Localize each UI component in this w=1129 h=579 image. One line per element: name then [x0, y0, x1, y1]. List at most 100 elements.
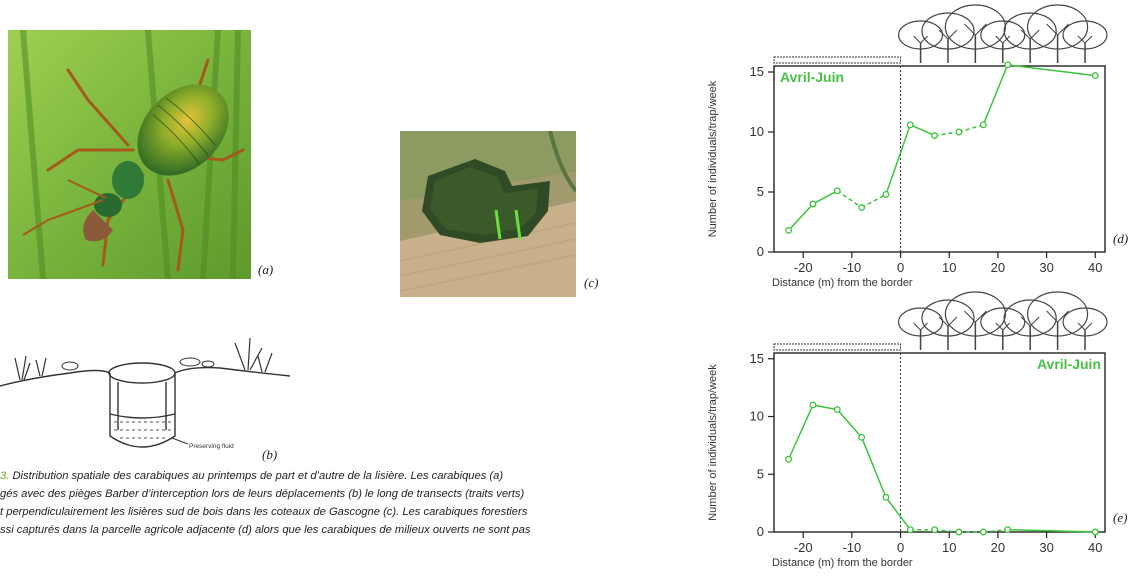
figure-number: 3. — [0, 470, 10, 482]
series-segment — [909, 124, 935, 137]
grass-strip — [773, 343, 902, 351]
y-tick-label: 5 — [757, 184, 764, 199]
panel-label-a: (a) — [258, 262, 274, 277]
data-point — [931, 526, 939, 534]
tree-branch — [995, 322, 1011, 331]
x-tick-label: 40 — [1088, 540, 1102, 555]
plot-frame — [773, 352, 1106, 533]
x-tick-label: 10 — [942, 260, 956, 275]
data-point — [955, 528, 963, 536]
chart-d: 0 5 10 15 -20 -10 0 10 20 30 40 Distance (m) from t… — [700, 0, 1129, 290]
tree-crown — [1062, 20, 1108, 50]
caption-line-2: gés avec des pièges Barber d’interceptio… — [0, 488, 525, 500]
y-tick-label: 0 — [757, 524, 764, 539]
tree-branch — [964, 310, 987, 323]
chart-d-svg: 0 5 10 15 -20 -10 0 10 20 30 40 Distance (m) from t… — [707, 4, 1128, 289]
data-point — [809, 200, 817, 208]
plot-frame — [773, 65, 1106, 253]
x-tick-label: 0 — [897, 540, 904, 555]
series-segment — [788, 203, 814, 231]
aerial-photo — [399, 130, 578, 297]
data-point — [979, 121, 987, 129]
pitfall-trap-diagram: Preserving fluid — [0, 318, 291, 468]
caption-line-3: t perpendiculairement les lisières sud d… — [0, 506, 528, 518]
data-point — [858, 433, 866, 441]
preserving-fluid-label: Preserving fluid — [189, 443, 234, 450]
data-point — [858, 204, 866, 212]
x-tick-label: -20 — [794, 540, 813, 555]
series-segment — [812, 190, 838, 205]
data-point — [1091, 72, 1099, 80]
tree-crown — [1062, 307, 1108, 337]
y-tick-label: 10 — [750, 409, 764, 424]
caption-line-1: Distribution spatiale des carabiques au … — [9, 470, 504, 482]
data-point — [955, 128, 963, 136]
x-axis-label: Distance (m) from the border — [772, 557, 913, 569]
y-tick-label: 15 — [750, 64, 764, 79]
x-tick-label: -10 — [842, 540, 861, 555]
series-segment — [1007, 528, 1096, 533]
series-segment — [836, 409, 863, 438]
series-segment — [885, 124, 912, 195]
series-segment — [836, 190, 863, 209]
x-axis-label: Distance (m) from the border — [772, 277, 913, 289]
tree-crown — [1003, 299, 1057, 337]
y-tick-label: 15 — [750, 351, 764, 366]
series-segment — [885, 496, 911, 531]
chart-e: 0 5 10 15 -20 -10 0 10 20 30 40 Distance (m) from t… — [700, 289, 1129, 579]
data-point — [785, 226, 793, 234]
panel-label-c: (c) — [584, 275, 599, 290]
series-segment — [1007, 64, 1096, 77]
figure-caption: 3. Distribution spatiale des carabiques … — [0, 467, 672, 539]
period-annotation: Avril-Juin — [1037, 356, 1101, 372]
tree-branch — [913, 322, 928, 331]
forest-edge-illustration-chart-e-svg — [897, 291, 1108, 350]
data-point — [979, 528, 987, 536]
data-point — [833, 406, 841, 414]
caption-line-4: ssi capturés dans la parcelle agricole a… — [0, 524, 531, 536]
data-point — [906, 121, 914, 129]
panel-label-e: (e) — [1113, 510, 1127, 525]
series-segment — [860, 437, 887, 498]
data-point — [1091, 528, 1099, 536]
data-point — [809, 401, 817, 409]
x-tick-label: 10 — [942, 540, 956, 555]
x-tick-label: 40 — [1088, 260, 1102, 275]
x-tick-label: 30 — [1039, 540, 1053, 555]
tree-crown — [1026, 291, 1089, 337]
series-segment — [861, 193, 887, 209]
y-axis-label: Number of individuals/trap/week — [707, 80, 719, 237]
tree-crown — [921, 299, 975, 337]
data-point — [906, 526, 914, 534]
tree-crown — [921, 12, 975, 50]
series-segment — [812, 404, 838, 411]
x-tick-label: -20 — [794, 260, 813, 275]
tree-crown — [897, 307, 944, 337]
tree-branch — [995, 35, 1011, 44]
tree-branch — [913, 35, 928, 44]
series-segment — [982, 64, 1009, 126]
y-tick-label: 10 — [750, 124, 764, 139]
tree-crown — [1026, 4, 1089, 50]
forest-edge-illustration-chart-d-svg — [897, 4, 1108, 63]
panel-label-b: (b) — [262, 447, 278, 462]
tree-crown — [980, 307, 1026, 337]
x-tick-label: 20 — [991, 540, 1005, 555]
chart-e-svg: 0 5 10 15 -20 -10 0 10 20 30 40 Distance (m) from t… — [707, 291, 1127, 569]
y-tick-label: 0 — [757, 244, 764, 259]
x-tick-label: 30 — [1039, 260, 1053, 275]
data-point — [882, 493, 890, 501]
series-segment — [787, 404, 814, 460]
series-segment — [934, 131, 960, 137]
grass-strip — [773, 56, 902, 64]
panel-label-d: (d) — [1113, 231, 1128, 246]
tree-crown — [897, 20, 944, 50]
tree-crown — [1003, 12, 1057, 50]
tree-branch — [1046, 23, 1069, 36]
period-annotation: Avril-Juin — [780, 69, 844, 85]
y-axis-label: Number of individuals/trap/week — [707, 364, 719, 521]
tree-crown — [980, 20, 1026, 50]
tree-branch — [1046, 310, 1069, 323]
x-tick-label: -10 — [842, 260, 861, 275]
tree-branch — [1077, 322, 1093, 331]
